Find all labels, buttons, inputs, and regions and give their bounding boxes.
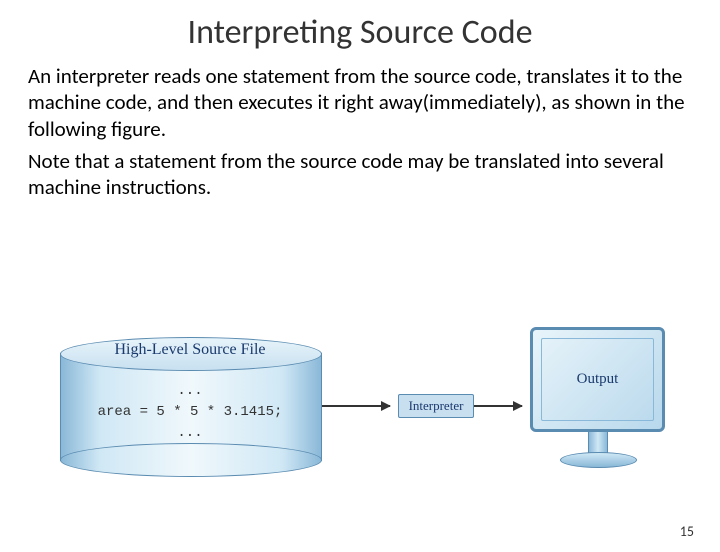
source-file-label: High-Level Source File [60,341,320,359]
interpreter-box: Interpreter [398,394,474,418]
code-dots-bottom: ... [177,425,202,441]
page-number: 15 [680,523,694,540]
arrow-interpreter-to-output [474,405,522,407]
code-dots-top: ... [177,383,202,399]
monitor-stand-base [560,452,637,468]
arrow-source-to-interpreter [322,405,390,407]
paragraph-2: Note that a statement from the source co… [28,148,692,201]
monitor-screen: Output [530,327,665,432]
interpreter-diagram: High-Level Source File ... area = 5 * 5 … [60,317,660,507]
cylinder-bottom [60,443,322,477]
paragraph-1: An interpreter reads one statement from … [28,63,692,142]
output-label: Output [541,338,654,421]
monitor-stand-neck [588,432,608,454]
code-line: area = 5 * 5 * 3.1415; [98,404,283,420]
source-file-cylinder: High-Level Source File ... area = 5 * 5 … [60,337,320,477]
source-code-snippet: ... area = 5 * 5 * 3.1415; ... [60,381,320,444]
output-monitor: Output [530,327,665,487]
slide-title: Interpreting Source Code [0,12,720,53]
